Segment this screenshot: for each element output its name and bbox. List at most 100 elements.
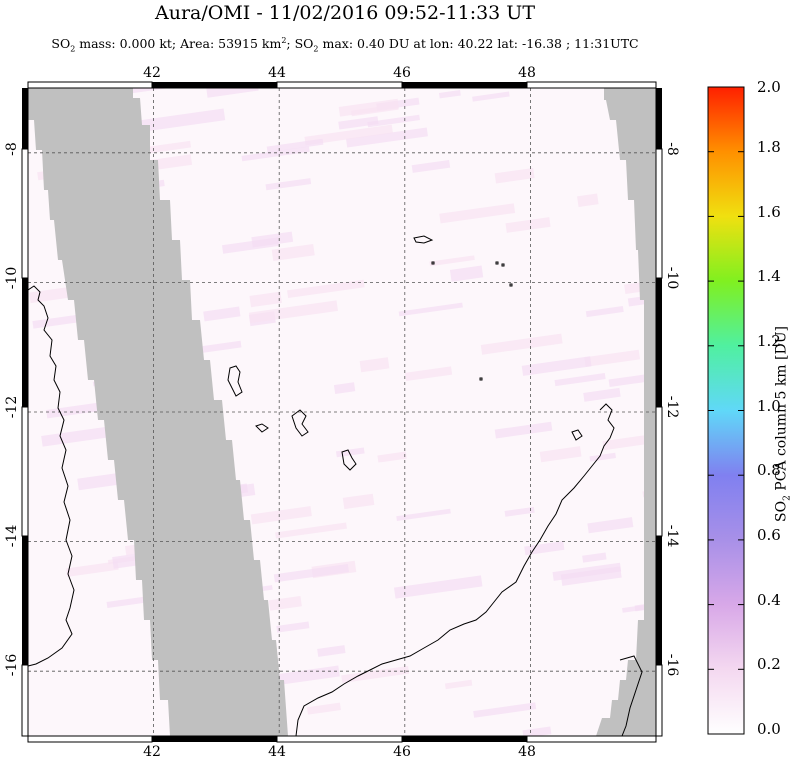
data-streak — [138, 108, 226, 133]
colorbar-title: SO2 PCA column 5 km [DU] — [773, 326, 793, 522]
colorbar-label-3: 0.6 — [757, 526, 781, 544]
providence-islet — [509, 283, 513, 287]
data-streak — [521, 356, 592, 376]
data-streak — [411, 159, 451, 173]
map-axes-ticks — [21, 81, 663, 743]
data-streak — [338, 116, 379, 130]
data-streak — [589, 452, 616, 462]
colorbar-label-1: 0.2 — [757, 655, 781, 673]
data-streak — [524, 541, 565, 556]
data-streak — [429, 255, 475, 267]
data-streak — [41, 425, 121, 447]
data-streak — [265, 178, 312, 191]
data-streak — [341, 665, 410, 683]
data-streak — [359, 357, 390, 373]
data-streak — [577, 193, 599, 207]
data-streak — [494, 168, 535, 184]
data-streak — [398, 302, 463, 317]
data-streak — [439, 203, 516, 224]
data-streak — [273, 563, 349, 583]
mozambique-coastline — [28, 285, 75, 667]
colorbar-label-8: 1.6 — [757, 203, 781, 221]
colorbar-label-10: 2.0 — [757, 78, 781, 96]
madagascar-inner-coast — [619, 655, 643, 736]
data-streak — [335, 447, 365, 458]
lat-label-left-8: -8 — [4, 142, 20, 156]
lon-label-top-46: 46 — [393, 65, 411, 81]
colorbar-label-4: 0.8 — [757, 461, 781, 479]
data-streak — [367, 114, 420, 128]
data-streak — [480, 333, 563, 355]
data-streak — [266, 138, 324, 153]
data-streak — [275, 522, 347, 539]
lat-label-left-14: -14 — [4, 525, 20, 548]
data-streak — [522, 726, 552, 736]
data-streak — [250, 506, 312, 525]
cosmoledo-islet-2 — [501, 263, 505, 267]
colorbar-label-6: 1.2 — [757, 332, 781, 350]
data-streak — [346, 127, 428, 148]
data-streak — [306, 702, 341, 715]
data-streak — [472, 91, 510, 102]
data-streak — [505, 217, 551, 233]
lat-label-right-14: -14 — [664, 525, 680, 548]
data-streak — [587, 517, 634, 534]
data-streak — [449, 265, 484, 282]
data-streak — [444, 679, 473, 690]
data-streak — [338, 98, 399, 117]
data-streak — [317, 645, 346, 657]
no-data-bottom-right — [620, 660, 656, 736]
data-streak — [270, 665, 340, 686]
lon-label-bottom-44: 44 — [268, 744, 286, 759]
glorieuses-islet — [479, 377, 483, 381]
lat-label-right-16: -16 — [664, 654, 680, 677]
data-streak — [473, 702, 537, 718]
data-streak — [583, 387, 621, 402]
colorbar-label-0: 0.0 — [757, 720, 781, 738]
data-streak — [582, 552, 607, 563]
data-streak — [131, 88, 196, 94]
lon-label-top-48: 48 — [518, 65, 536, 81]
data-streak — [333, 382, 356, 394]
coastlines — [28, 235, 643, 736]
lon-label-bottom-42: 42 — [143, 744, 161, 759]
data-streak — [29, 286, 73, 304]
data-streak — [438, 90, 461, 99]
colorbar-label-2: 0.4 — [757, 591, 781, 609]
data-streak — [504, 506, 535, 517]
data-streak — [494, 421, 553, 439]
data-streak — [405, 366, 453, 382]
data-streak — [271, 243, 315, 262]
data-streak — [342, 493, 375, 510]
data-streak — [552, 562, 622, 581]
data-streak — [206, 88, 259, 98]
colorbar-label-7: 1.4 — [757, 267, 781, 285]
data-streak — [241, 146, 310, 162]
astove-islet — [431, 261, 435, 265]
cosmoledo-islet-1 — [495, 261, 499, 265]
map-title: Aura/OMI - 11/02/2016 09:52-11:33 UT — [154, 2, 535, 24]
data-streak — [393, 575, 483, 599]
data-streak — [248, 300, 338, 324]
lat-label-left-12: -12 — [4, 396, 20, 419]
data-streak — [66, 561, 119, 577]
no-data-right-edge — [596, 88, 656, 736]
data-streak — [268, 595, 302, 611]
nosy-be-island — [571, 429, 583, 441]
colorbar-label-5: 1.0 — [757, 397, 781, 415]
data-streak — [287, 279, 365, 299]
anjouan-island — [291, 409, 309, 437]
colorbar-label-9: 1.8 — [757, 138, 781, 156]
data-streak — [276, 621, 310, 633]
madagascar-coastline — [295, 403, 615, 736]
lon-label-top-42: 42 — [143, 65, 161, 81]
lat-label-right-10: -10 — [664, 267, 680, 290]
map-subtitle: SO2 mass: 0.000 kt; Area: 53915 km2; SO2… — [51, 36, 639, 54]
data-streak — [203, 306, 241, 322]
lat-label-left-16: -16 — [4, 654, 20, 677]
data-streak — [539, 446, 582, 463]
data-streak — [585, 306, 624, 318]
lat-label-right-8: -8 — [664, 142, 680, 156]
lat-label-right-12: -12 — [664, 396, 680, 419]
